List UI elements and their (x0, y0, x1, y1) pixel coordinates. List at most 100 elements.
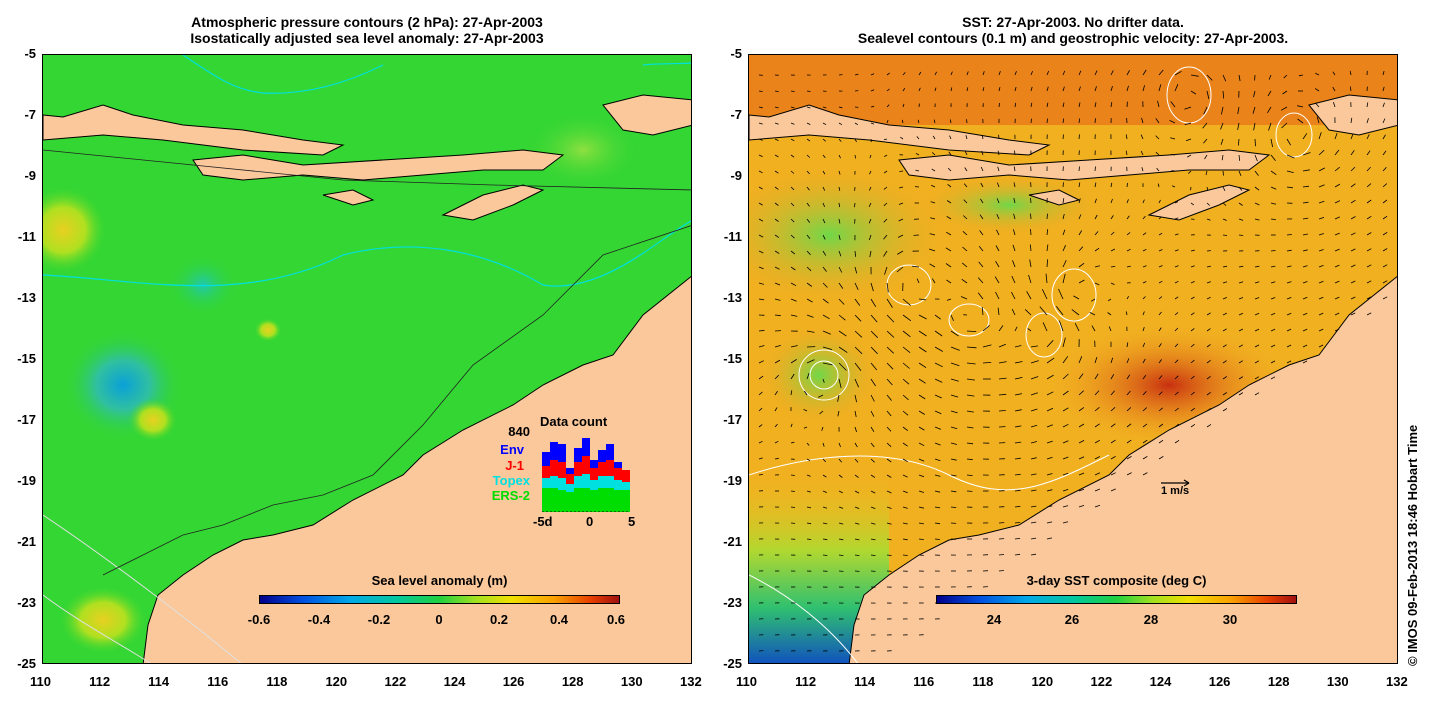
velocity-arrow (1155, 135, 1160, 140)
left-xtick-label: 132 (680, 674, 702, 689)
velocity-arrow (1058, 288, 1064, 300)
velocity-arrow (902, 394, 909, 401)
velocity-arrow (1126, 265, 1131, 268)
velocity-arrow (946, 279, 952, 284)
right-ytick-label: -15 (723, 351, 742, 366)
velocity-arrow (1013, 182, 1016, 188)
velocity-arrow (854, 394, 857, 403)
sla-low-anomaly-2 (168, 255, 238, 315)
velocity-arrow (918, 506, 924, 509)
velocity-arrow (1286, 138, 1292, 146)
velocity-arrow (1350, 183, 1356, 188)
velocity-arrow (1030, 376, 1039, 380)
velocity-arrow (1238, 376, 1244, 380)
velocity-arrow (978, 261, 984, 268)
velocity-arrow (1366, 183, 1372, 188)
velocity-arrow (998, 71, 1001, 76)
velocity-arrow (1190, 391, 1195, 396)
velocity-arrow (982, 344, 992, 348)
velocity-arrow (1142, 69, 1147, 76)
velocity-arrow (1125, 150, 1128, 156)
velocity-arrow (966, 119, 968, 124)
velocity-arrow (1174, 70, 1182, 76)
left-xtick-label: 110 (30, 674, 51, 689)
velocity-arrow (806, 266, 812, 272)
velocity-arrow (868, 186, 872, 191)
velocity-arrow (1298, 74, 1304, 77)
velocity-arrow (1222, 202, 1227, 206)
velocity-arrow (1270, 376, 1276, 380)
velocity-arrow (806, 359, 815, 364)
velocity-arrow (1222, 312, 1227, 316)
velocity-arrow (1078, 246, 1084, 252)
velocity-arrow (1062, 134, 1064, 140)
right-cbar-tick-4: 30 (1222, 612, 1238, 627)
velocity-arrow (1126, 70, 1130, 76)
java-island-right (749, 104, 1051, 156)
velocity-arrow (886, 394, 892, 401)
velocity-arrow (790, 202, 795, 207)
right-xtick-label: 118 (972, 674, 994, 689)
velocity-arrow (966, 474, 973, 476)
velocity-arrow (966, 87, 969, 92)
velocity-arrow (1126, 472, 1132, 476)
velocity-arrow (1059, 320, 1064, 332)
sumba-island-right (1028, 189, 1081, 206)
velocity-arrow (854, 314, 862, 322)
velocity-arrow (868, 234, 872, 241)
velocity-arrow (1174, 391, 1179, 396)
velocity-arrow (870, 442, 875, 448)
velocity-arrow (1184, 122, 1192, 126)
velocity-arrow (870, 346, 878, 355)
velocity-arrow (1094, 182, 1097, 188)
velocity-arrow (1316, 116, 1320, 124)
velocity-arrow (1062, 245, 1066, 252)
velocity-arrow (1030, 441, 1037, 444)
left-ytick-label: -7 (24, 107, 36, 122)
velocity-arrow (758, 330, 765, 332)
velocity-arrow (1028, 274, 1032, 284)
velocity-arrow (1206, 359, 1211, 364)
left-ytick-label: -5 (24, 46, 36, 61)
velocity-arrow (1286, 297, 1292, 300)
velocity-arrow (854, 362, 862, 372)
velocity-arrow (1267, 106, 1272, 114)
velocity-arrow (901, 119, 904, 124)
left-colorbar (259, 595, 620, 604)
velocity-arrow (1190, 407, 1196, 412)
velocity-arrow (1334, 216, 1340, 220)
velocity-arrow (1382, 199, 1388, 204)
velocity-arrow (790, 298, 797, 302)
velocity-arrow (1078, 440, 1085, 444)
velocity-arrow (964, 167, 968, 172)
velocity-arrow (1350, 133, 1354, 140)
sla-high-anomaly-5 (254, 318, 282, 342)
velocity-arrow (1174, 423, 1180, 428)
velocity-arrow (1190, 281, 1195, 284)
velocity-arrow (934, 71, 937, 76)
velocity-arrow (966, 362, 976, 365)
velocity-arrow (1062, 423, 1069, 428)
velocity-arrow (899, 186, 904, 189)
velocity-arrow (1286, 281, 1292, 284)
velocity-arrow (1078, 505, 1085, 508)
velocity-arrow (758, 106, 763, 109)
velocity-arrow (822, 266, 827, 272)
velocity-arrow (1206, 281, 1211, 284)
velocity-arrow (790, 106, 795, 109)
velocity-arrow (1158, 199, 1161, 204)
right-xtick-label: 116 (913, 674, 935, 689)
velocity-arrow (886, 72, 890, 76)
velocity-arrow (886, 119, 889, 124)
velocity-arrow (1011, 291, 1016, 300)
velocity-arrow (946, 216, 952, 220)
velocity-arrow (980, 182, 984, 188)
velocity-arrow (1366, 166, 1371, 172)
data-count-inset: 840 Data count Env J-1 Topex ERS-2 -5d 0… (470, 410, 670, 530)
velocity-arrow (1174, 312, 1179, 316)
velocity-arrow (1222, 328, 1227, 332)
velocity-arrow (1334, 132, 1338, 140)
right-ytick-label: -17 (723, 412, 742, 427)
velocity-arrow (978, 245, 984, 252)
velocity-arrow (1254, 265, 1260, 268)
